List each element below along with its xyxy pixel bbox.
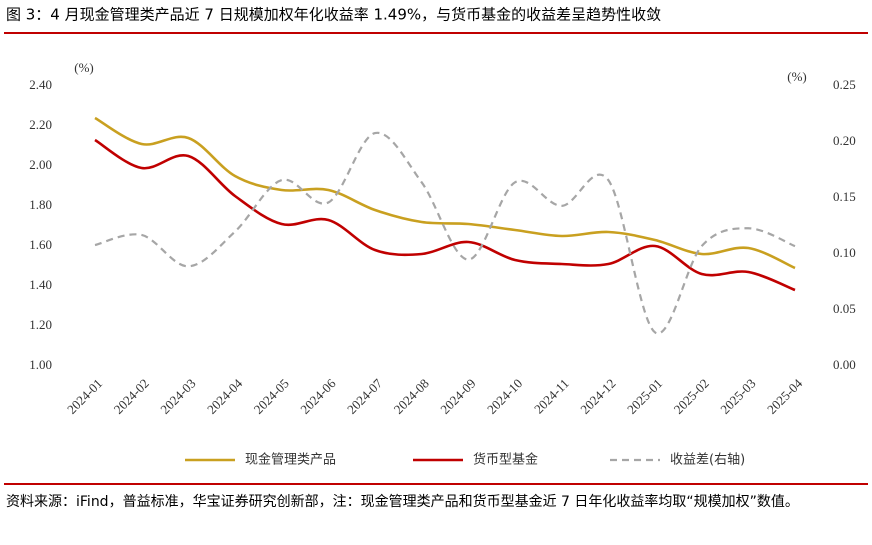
- y-tick-label: 1.80: [29, 197, 52, 212]
- y-tick-label: 1.40: [29, 277, 52, 292]
- x-tick-label: 2025-01: [624, 376, 665, 417]
- x-tick-label: 2024-06: [297, 375, 339, 417]
- x-tick-label: 2025-04: [764, 375, 806, 417]
- x-tick-label: 2024-04: [204, 375, 246, 417]
- x-tick-label: 2024-05: [251, 376, 292, 417]
- series-line: [94, 131, 796, 335]
- y2-tick-label: 0.10: [833, 245, 856, 260]
- x-tick-label: 2024-12: [577, 376, 618, 417]
- x-tick-label: 2024-11: [531, 376, 572, 417]
- x-tick-label: 2024-03: [157, 376, 198, 417]
- source-note: 资料来源：iFind，普益标准，华宝证券研究创新部，注：现金管理类产品和货币型基…: [6, 494, 799, 510]
- x-tick-label: 2025-03: [717, 376, 758, 417]
- x-tick-label: 2024-09: [437, 376, 478, 417]
- legend-label: 现金管理类产品: [245, 452, 336, 468]
- y-tick-label: 2.40: [29, 77, 52, 92]
- series-line: [94, 116, 796, 270]
- y2-tick-label: 0.00: [833, 357, 856, 372]
- x-tick-label: 2024-07: [344, 375, 386, 417]
- y-tick-label: 2.00: [29, 157, 52, 172]
- x-tick-label: 2024-02: [111, 376, 152, 417]
- y-unit: (%): [74, 60, 94, 75]
- x-tick-label: 2024-10: [484, 376, 525, 417]
- chart: 图 3：4 月现金管理类产品近 7 日规模加权年化收益率 1.49%，与货币基金…: [4, 6, 868, 485]
- y-tick-label: 1.00: [29, 357, 52, 372]
- chart-title: 图 3：4 月现金管理类产品近 7 日规模加权年化收益率 1.49%，与货币基金…: [6, 6, 661, 24]
- x-tick-label: 2024-08: [391, 376, 432, 417]
- y2-tick-label: 0.20: [833, 133, 856, 148]
- y-tick-label: 2.20: [29, 117, 52, 132]
- x-tick-label: 2024-01: [64, 376, 105, 417]
- y-tick-label: 1.60: [29, 237, 52, 252]
- series-line: [94, 138, 796, 292]
- y2-tick-label: 0.05: [833, 301, 856, 316]
- y-tick-label: 1.20: [29, 317, 52, 332]
- y2-tick-label: 0.25: [833, 77, 856, 92]
- y2-tick-label: 0.15: [833, 189, 856, 204]
- x-tick-label: 2025-02: [671, 376, 712, 417]
- legend-label: 货币型基金: [473, 452, 538, 468]
- y2-unit: (%): [787, 69, 807, 84]
- legend-label: 收益差(右轴): [670, 453, 745, 468]
